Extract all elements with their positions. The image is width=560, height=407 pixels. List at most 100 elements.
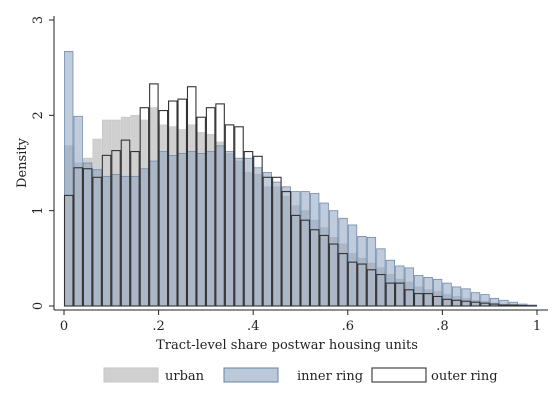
bar	[92, 169, 102, 307]
bar	[253, 167, 263, 307]
bar	[451, 299, 462, 307]
y-tick-label: 0	[31, 302, 46, 310]
x-axis-title: Tract-level share postwar housing units	[156, 338, 418, 353]
y-tick-label: 2	[31, 111, 46, 119]
bar	[470, 292, 481, 307]
bar	[290, 214, 301, 307]
bar	[168, 100, 178, 307]
bar	[158, 110, 169, 307]
bar	[63, 194, 74, 307]
bar	[281, 191, 292, 307]
bar	[262, 176, 273, 307]
bar	[82, 168, 93, 307]
bar	[451, 286, 462, 307]
bar	[234, 126, 244, 307]
bar	[224, 151, 235, 307]
bar	[423, 276, 433, 307]
legend-label: inner ring	[297, 369, 363, 384]
bar	[111, 174, 121, 307]
bar	[442, 298, 452, 307]
bar	[319, 234, 329, 307]
bar	[376, 248, 386, 307]
bar	[186, 86, 197, 307]
bar	[423, 293, 433, 307]
bars-layer	[63, 51, 538, 307]
bar	[243, 151, 254, 307]
legend-item: outer ring	[371, 367, 498, 384]
bar	[328, 243, 339, 307]
bar	[480, 302, 490, 307]
bar	[196, 116, 206, 307]
bar	[338, 217, 348, 307]
x-tick-label: .4	[247, 319, 259, 334]
bar	[357, 236, 367, 307]
bar	[168, 154, 178, 307]
x-tick-label: 0	[60, 319, 68, 334]
bar	[461, 300, 471, 307]
bar	[83, 162, 93, 307]
legend-swatch	[223, 367, 279, 383]
bar	[385, 282, 396, 307]
bar	[404, 289, 415, 307]
bar	[177, 153, 187, 307]
x-tick-label: .6	[342, 319, 354, 334]
bar	[442, 282, 452, 307]
bar	[281, 186, 291, 307]
bar	[366, 236, 377, 307]
bar	[470, 301, 481, 307]
bar	[309, 229, 320, 307]
bar	[205, 107, 216, 307]
bar	[130, 175, 140, 307]
bar	[413, 293, 424, 307]
bar	[433, 278, 443, 307]
bar	[489, 303, 500, 307]
bar	[508, 304, 519, 307]
bar	[376, 273, 386, 307]
y-tick-label: 1	[31, 207, 46, 215]
bar	[139, 107, 150, 307]
legend-item: inner ring	[223, 367, 363, 384]
bar	[310, 193, 320, 307]
bar	[243, 157, 254, 307]
bar	[262, 172, 273, 307]
x-tick-label: 1	[533, 319, 541, 334]
bar	[139, 168, 150, 307]
bar	[120, 175, 131, 307]
bar	[149, 160, 159, 307]
bar	[272, 181, 282, 307]
legend-label: urban	[165, 369, 205, 384]
bar	[224, 124, 235, 307]
bar	[461, 288, 471, 307]
bar	[149, 83, 159, 307]
bar	[73, 167, 83, 307]
bar	[215, 145, 225, 307]
bar	[101, 175, 112, 307]
bar	[291, 191, 301, 307]
bar	[196, 153, 206, 307]
y-tick-label: 3	[31, 16, 46, 24]
legend-swatch	[103, 367, 159, 383]
bar	[253, 155, 263, 307]
bar	[489, 297, 500, 307]
bar	[111, 150, 121, 307]
bar	[205, 151, 216, 307]
legend-swatch	[371, 367, 427, 383]
bar	[234, 157, 244, 307]
bar	[366, 269, 377, 307]
legend: urban inner ring outer ring	[103, 367, 498, 384]
bar	[404, 267, 414, 307]
x-tick-label: .8	[436, 319, 448, 334]
bar	[92, 176, 102, 307]
bar	[300, 219, 311, 307]
bar	[328, 210, 339, 307]
bar	[319, 202, 329, 307]
bar	[120, 139, 131, 307]
bar	[177, 98, 188, 307]
y-axis-title: Density	[15, 137, 30, 188]
bar	[414, 275, 424, 307]
legend-item: urban	[103, 367, 205, 384]
bar	[395, 265, 405, 307]
series-outer-ring	[63, 83, 538, 307]
bar	[158, 151, 168, 307]
